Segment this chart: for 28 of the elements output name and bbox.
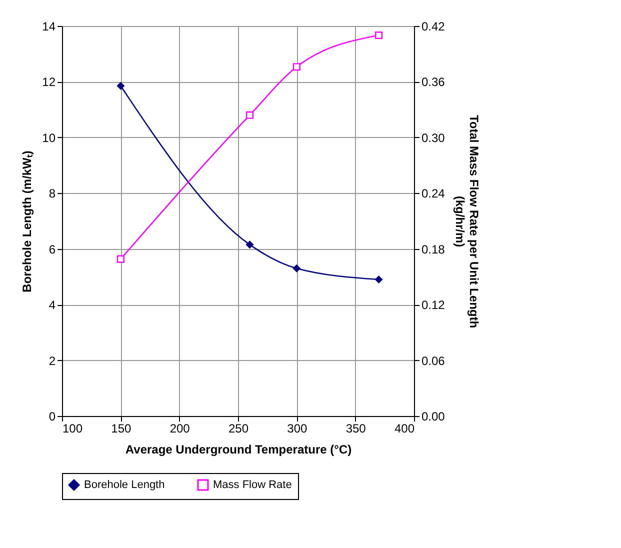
y2-tick-label: 0.36 <box>422 75 446 90</box>
x-tick-label: 200 <box>170 422 190 436</box>
y2-tick-label: 0.30 <box>422 130 446 145</box>
legend-label: Mass Flow Rate <box>213 479 292 491</box>
x-tick-label: 150 <box>111 422 132 436</box>
y-tick-label: 4 <box>48 298 56 312</box>
y2-tick-label: 0.42 <box>422 20 446 34</box>
legend-label: Borehole Length <box>84 479 165 491</box>
y-tick-label: 8 <box>48 186 56 201</box>
y-tick-label: 10 <box>42 130 56 145</box>
y-tick-label: 14 <box>42 20 56 34</box>
y-tick-label: 0 <box>48 410 56 424</box>
y2-tick-label: 0.18 <box>422 242 446 256</box>
y-tick-label: 6 <box>48 242 56 256</box>
x-axis-title: Average Underground Temperature (°C) <box>125 442 352 456</box>
y-axis-title: Borehole Length (m/kWₜ) <box>20 150 34 292</box>
y2-axis-title: Total Mass Flow Rate per Unit Length (kg/hr/m) <box>452 114 481 328</box>
x-tick-label: 250 <box>228 422 249 436</box>
x-tick-label: 400 <box>394 422 415 436</box>
y-tick-label: 12 <box>42 75 56 90</box>
y2-tick-label: 0.12 <box>422 298 446 312</box>
y2-tick-label: 0.06 <box>422 354 446 368</box>
x-tick-label: 350 <box>346 422 366 436</box>
x-tick-label: 100 <box>62 422 83 436</box>
y2-tick-label: 0.24 <box>422 186 446 201</box>
x-tick-label: 300 <box>287 422 308 436</box>
y2-tick-label: 0.00 <box>422 410 446 424</box>
y-tick-label: 2 <box>48 354 56 368</box>
